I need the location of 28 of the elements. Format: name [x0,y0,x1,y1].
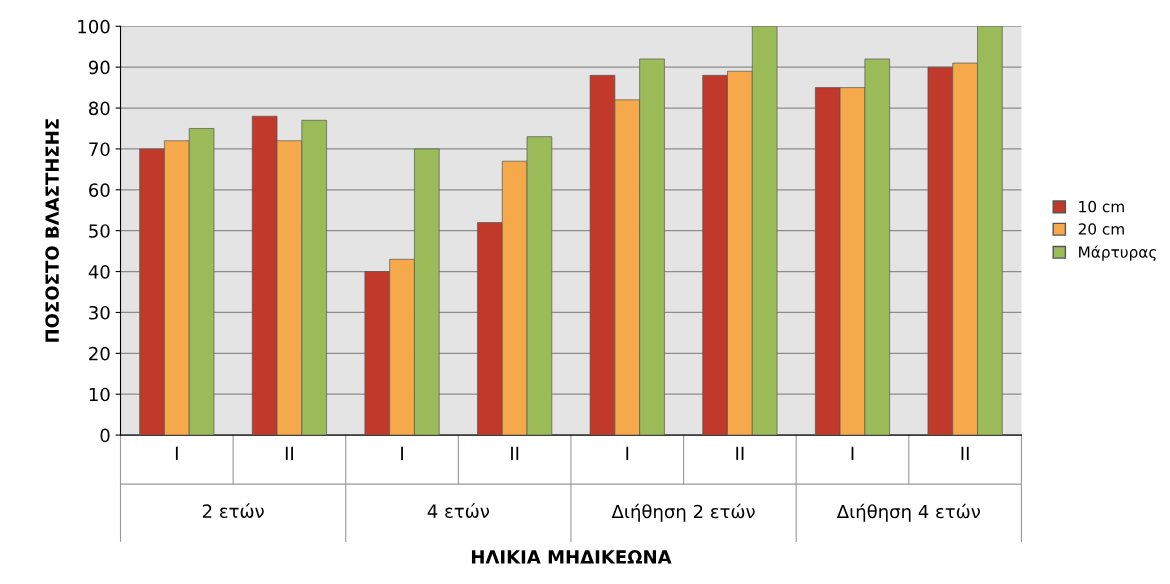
y-tick-label: 40 [88,265,110,279]
y-tick-label: 90 [88,60,110,75]
legend-label: Μάρτυρας [1079,245,1156,261]
x-tick-label: I [626,446,629,460]
text: 4 ετών [427,503,490,518]
y-axis-title: ΠΟΣΟΣΤΟ ΒΛΑΣΤΗΣΗΣ [45,119,59,342]
text: Διήθηση 2 ετών [611,503,755,522]
x-tick-label: I [175,446,178,460]
y-tick-label: 60 [89,183,110,197]
y-tick-label: 10 [89,387,110,402]
y-tick-label: 50 [89,224,110,238]
y-tick-label: 30 [89,305,110,320]
y-tick-label: 70 [89,142,110,157]
y-tick-label: 80 [89,101,110,116]
x-tick-label: I [401,446,403,460]
x-tick-label: II [736,446,744,460]
text: 2 ετών [202,503,264,518]
y-tick-label: 0 [100,428,110,443]
legend-label: 20 cm [1078,223,1124,235]
y-tick-label: 100 [78,19,110,34]
legend-label: 10 cm [1079,200,1124,213]
y-tick-label: 20 [89,346,110,361]
x-tick-label: I [851,446,854,460]
x-tick-label: II [511,446,519,460]
x-tick-label: II [961,446,969,460]
x-tick-label: II [285,446,293,460]
x-axis-title: ΗΛΙΚΙΑ ΜΗΔΙΚΕΩΝΑ [471,550,672,564]
text: Διήθηση 4 ετών [836,503,980,522]
